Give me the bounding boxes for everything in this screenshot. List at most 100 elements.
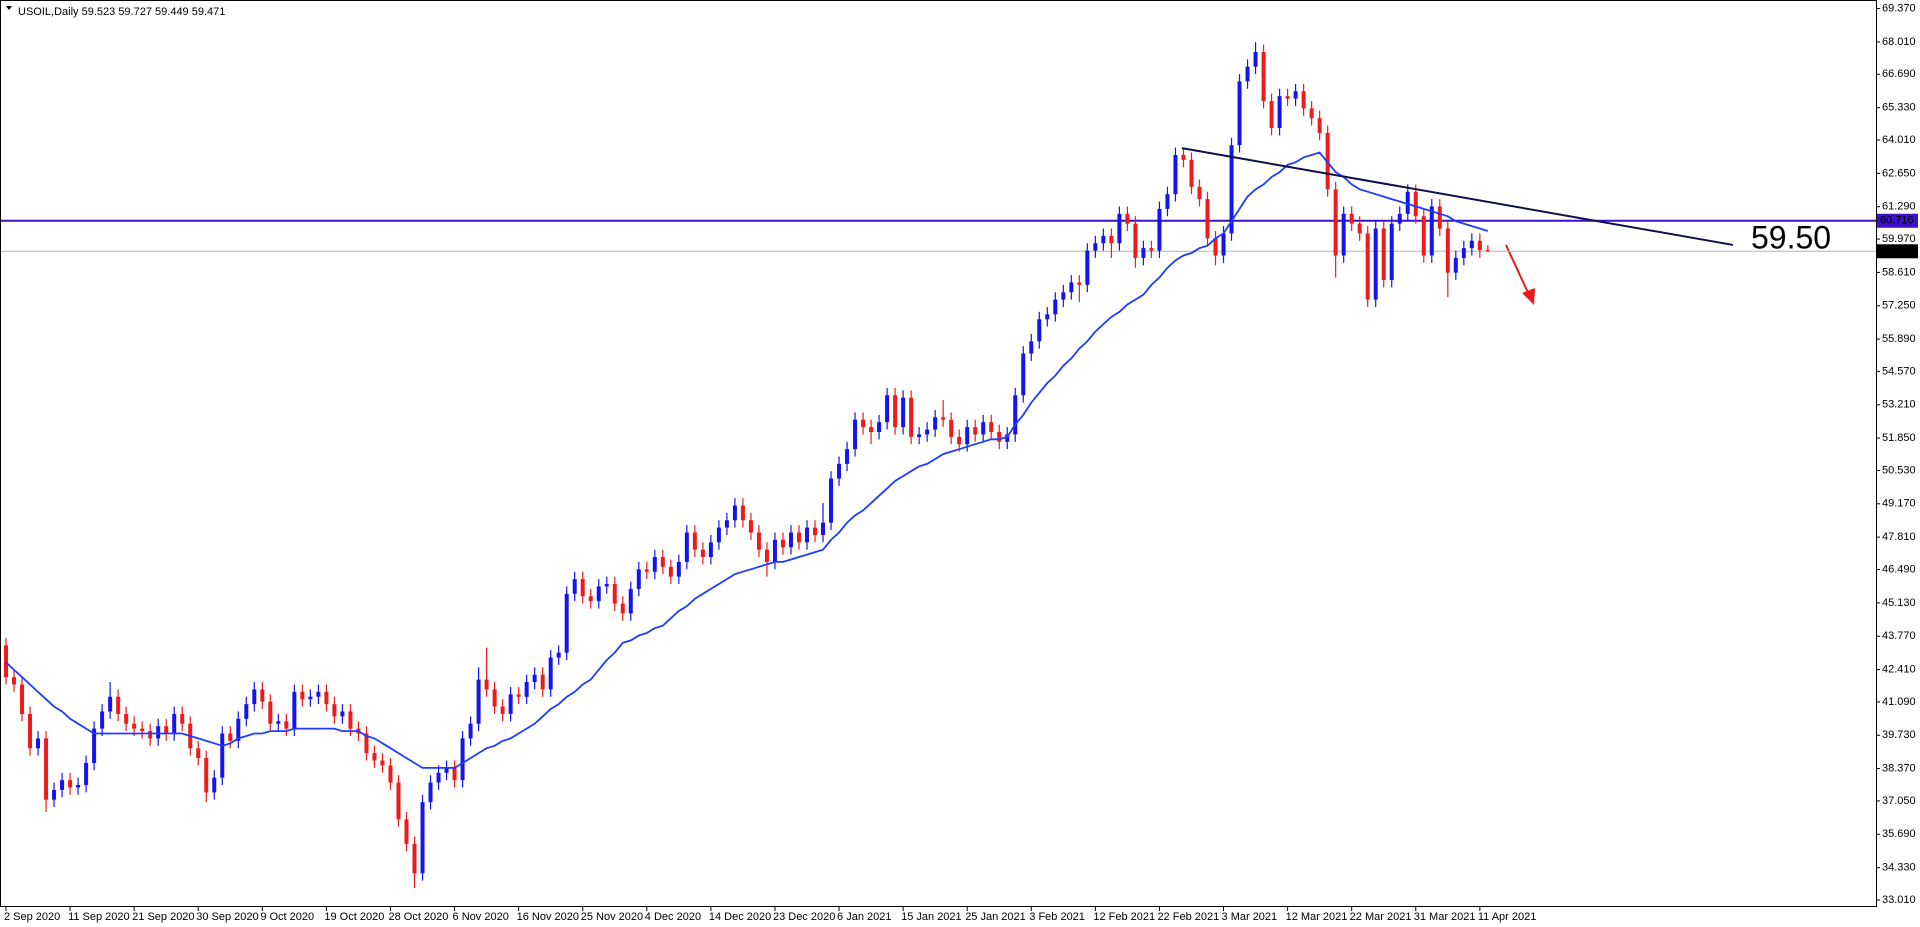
y-tick-label: 65.330 [1882, 102, 1916, 114]
candle-body [420, 802, 425, 874]
candle-body [628, 588, 633, 614]
candle-body [588, 596, 593, 602]
y-tick-label: 55.890 [1882, 333, 1916, 345]
price-label-box [1877, 213, 1918, 228]
candle-body [813, 527, 818, 535]
candle-body [1093, 243, 1098, 251]
x-tick-label: 22 Mar 2021 [1350, 911, 1412, 923]
candle-body [1461, 248, 1466, 258]
candle-body [324, 691, 329, 705]
candle-body [180, 713, 185, 724]
x-tick-label: 25 Nov 2020 [581, 911, 643, 923]
candle-body [524, 682, 529, 697]
candle-body [500, 706, 505, 714]
y-tick-label: 53.210 [1882, 399, 1916, 411]
candle-body [52, 789, 57, 800]
candle-body [853, 419, 858, 450]
x-tick-label: 30 Sep 2020 [196, 911, 258, 923]
candle-body [1037, 319, 1042, 342]
candle-body [997, 431, 1002, 442]
candle-body [1237, 81, 1242, 146]
candle-body [20, 684, 25, 714]
candle-body [1005, 434, 1010, 442]
candle-body [380, 760, 385, 766]
candle-body [925, 429, 930, 435]
candle-body [1357, 223, 1362, 234]
candle-body [1085, 250, 1090, 285]
candle-body [548, 657, 553, 690]
candle-body [1021, 353, 1026, 396]
y-tick-label: 39.730 [1882, 729, 1916, 741]
candle-body [1477, 240, 1482, 251]
x-tick-label: 12 Feb 2021 [1093, 911, 1155, 923]
candle-body [1045, 314, 1050, 320]
candle-body [1165, 194, 1170, 209]
candle-body [196, 748, 201, 759]
candle-body [452, 767, 457, 781]
candle-body [1221, 233, 1226, 256]
candle-body [100, 711, 105, 729]
x-tick-label: 14 Dec 2020 [709, 911, 771, 923]
candle-body [1405, 191, 1410, 214]
x-tick-label: 28 Oct 2020 [388, 911, 448, 923]
candle-body [1365, 233, 1370, 300]
candle-body [1205, 199, 1210, 239]
candle-body [1413, 191, 1418, 217]
candle-body [220, 733, 225, 778]
x-tick-label: 6 Nov 2020 [453, 911, 509, 923]
arrow-shaft [1505, 244, 1531, 298]
header-low: 59.449 [155, 6, 189, 18]
candle-body [332, 704, 337, 717]
candle-body [148, 731, 153, 739]
x-tick-label: 11 Sep 2020 [68, 911, 130, 923]
candle-body [316, 691, 321, 697]
y-tick-label: 38.370 [1882, 763, 1916, 775]
candle-body [869, 427, 874, 432]
chart-title: USOIL,Daily [18, 6, 79, 18]
x-tick-label: 15 Jan 2021 [901, 911, 962, 923]
candle-body [1285, 96, 1290, 99]
candle-body [1013, 395, 1018, 435]
candle-body [1245, 66, 1250, 82]
candle-body [236, 718, 241, 741]
y-tick-label: 42.410 [1882, 663, 1916, 675]
candle-body [1125, 213, 1130, 224]
y-tick-label: 61.290 [1882, 201, 1916, 213]
candle-body [1069, 282, 1074, 293]
candle-body [845, 449, 850, 464]
candle-body [1445, 228, 1450, 273]
chart-header: USOIL,Daily 59.523 59.727 59.449 59.471 [18, 6, 225, 18]
candle-body [732, 505, 737, 521]
candle-body [44, 738, 49, 800]
y-tick-label: 51.850 [1882, 432, 1916, 444]
candle-body [428, 782, 433, 803]
candle-body [965, 427, 970, 445]
candle-body [372, 753, 377, 761]
candle-body [268, 701, 273, 724]
candle-body [1157, 208, 1162, 251]
candle-body [989, 422, 994, 432]
x-tick-label: 9 Oct 2020 [260, 911, 314, 923]
candle-body [861, 419, 866, 428]
candle-body [1141, 248, 1146, 258]
candle-body [1469, 240, 1474, 249]
candle-body [620, 603, 625, 614]
header-close: 59.471 [192, 6, 226, 18]
candle-body [292, 691, 297, 729]
candle-body [796, 532, 801, 543]
candle-body [124, 713, 129, 724]
price-label: 60.716 [1880, 215, 1914, 227]
candle-body [748, 520, 753, 533]
candle-body [724, 520, 729, 528]
y-tick-label: 46.490 [1882, 563, 1916, 575]
candle-body [829, 478, 834, 523]
y-tick-label: 34.330 [1882, 862, 1916, 874]
candle-body [636, 569, 641, 589]
candle-body [396, 782, 401, 820]
candle-body [917, 434, 922, 437]
y-tick-label: 45.130 [1882, 597, 1916, 609]
header-triangle [6, 6, 12, 10]
candle-body [700, 549, 705, 558]
candle-body [308, 696, 313, 700]
